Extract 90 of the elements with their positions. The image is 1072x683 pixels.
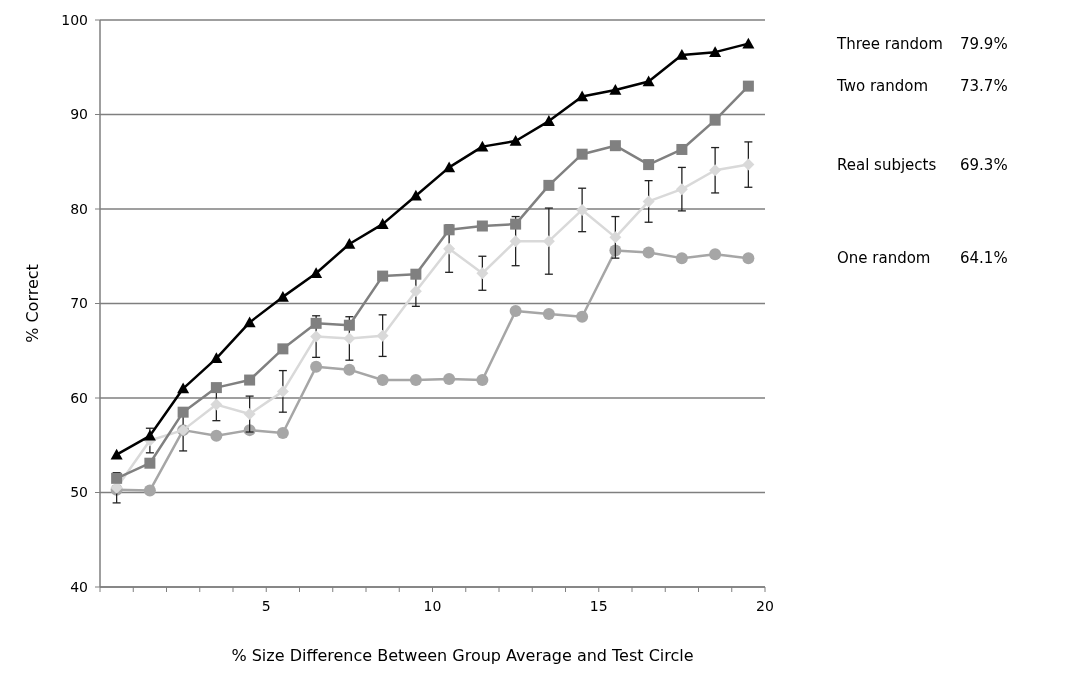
point [709, 164, 722, 177]
point [742, 37, 755, 49]
point [576, 203, 589, 216]
point [509, 134, 522, 146]
point [542, 115, 555, 126]
point [642, 246, 655, 259]
y-tick-label: 80 [70, 200, 88, 217]
point [310, 360, 323, 373]
point [276, 426, 289, 439]
point [244, 374, 256, 386]
point [210, 352, 223, 364]
point [509, 305, 522, 318]
point [310, 317, 322, 329]
point [410, 268, 422, 280]
point [377, 270, 389, 282]
point [376, 329, 389, 342]
point [111, 472, 123, 484]
y-tick-label: 50 [70, 484, 88, 501]
point [310, 267, 323, 279]
text: Three random [836, 34, 943, 53]
point [576, 90, 589, 102]
y-tick-label: 90 [70, 106, 88, 123]
point [576, 148, 588, 160]
point [542, 307, 555, 320]
point [543, 179, 555, 191]
point [742, 80, 754, 92]
point [476, 374, 489, 387]
point [443, 242, 456, 255]
point [177, 382, 190, 394]
y-tick-label: 60 [70, 389, 88, 406]
point [676, 143, 688, 155]
x-tick-label: 15 [589, 598, 608, 614]
y-axis-title: % Correct [23, 264, 42, 343]
point [243, 316, 256, 328]
point [476, 220, 488, 232]
y-tick-label: 40 [70, 578, 88, 595]
point [443, 373, 456, 386]
point [210, 398, 223, 411]
x-axis-title: % Size Difference Between Group Average and Test Circle [231, 646, 694, 665]
text: 79.9% [960, 34, 1008, 53]
point [409, 285, 422, 298]
point [675, 252, 688, 265]
point [576, 310, 589, 323]
point [143, 429, 156, 441]
point [509, 235, 522, 248]
point [709, 248, 722, 261]
text: Real subjects [837, 155, 937, 174]
x-tick-label: 5 [261, 598, 271, 614]
point [144, 457, 156, 469]
point [409, 374, 422, 387]
point [243, 408, 256, 421]
point [642, 75, 655, 87]
point [409, 189, 422, 201]
point [476, 267, 489, 280]
text: 64.1% [960, 249, 1008, 268]
point [510, 218, 522, 230]
point [709, 114, 721, 126]
point [609, 231, 622, 244]
text: 69.3% [960, 155, 1008, 174]
point [643, 159, 655, 171]
point [675, 183, 688, 196]
x-tick-label: 10 [423, 598, 442, 614]
point [343, 319, 355, 331]
point [742, 252, 755, 265]
y-tick-label: 100 [61, 11, 88, 28]
point [709, 46, 722, 57]
point [277, 343, 289, 355]
point [642, 195, 655, 208]
point [443, 224, 455, 236]
point [476, 140, 489, 152]
point [210, 429, 223, 442]
point [110, 448, 123, 460]
point [742, 158, 755, 171]
point [143, 484, 156, 497]
point [343, 363, 356, 376]
y-tick-label: 70 [70, 295, 88, 312]
point [376, 374, 389, 387]
point [276, 385, 289, 398]
point [609, 140, 621, 152]
text: 73.7% [960, 77, 1008, 96]
x-tick-label: 20 [756, 598, 774, 614]
point [343, 332, 356, 345]
point [443, 161, 456, 173]
text: One random [837, 249, 931, 268]
point [343, 237, 356, 249]
point [376, 218, 389, 229]
point [177, 406, 189, 418]
point [609, 83, 622, 95]
text: Two random [836, 77, 929, 96]
point [210, 382, 222, 394]
